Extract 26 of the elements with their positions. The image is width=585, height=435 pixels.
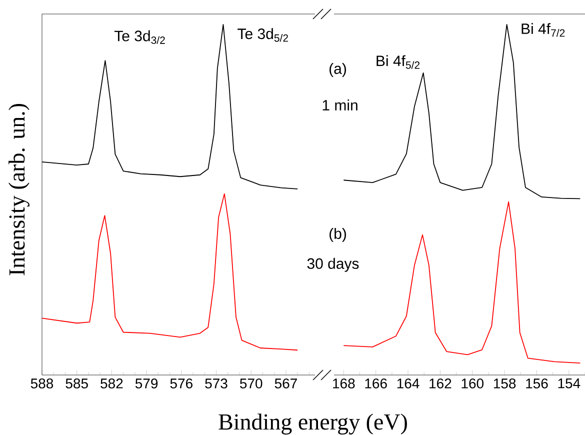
x-tick-label: 585 [66,378,88,388]
x-tick-label: 168 [333,378,355,388]
x-tick-label: 154 [558,378,580,388]
x-tick-label: 158 [494,378,516,388]
annotation: Bi 4f$_{7/2}$ [522,23,565,37]
x-tick-label: 579 [135,378,158,388]
annotation: (a) [330,62,346,77]
annotation: 30 days [307,258,359,272]
x-tick-label: 164 [397,378,420,388]
annotation: 1 min [322,100,358,110]
x-tick-label: 160 [462,378,484,388]
x-tick-label: 588 [30,378,54,388]
x-tick-label: 570 [240,378,262,388]
annotation: (b) [330,228,346,242]
x-tick-label: 156 [526,378,548,388]
x-tick-label: 166 [365,378,387,388]
x-tick-label: 567 [274,378,297,388]
annotation: Bi 4f$_{5/2}$ [376,55,420,69]
annotation: Te 3d$_{3/2}$ [114,30,165,44]
x-axis-title: Binding energy (eV) [218,414,407,434]
y-axis-title: Intensity (arb. un.) [8,104,30,276]
x-tick-label: 162 [430,378,452,388]
x-tick-label: 576 [170,378,192,388]
x-tick-label: 573 [205,378,228,388]
x-tick-label: 582 [100,378,123,388]
annotation: Te 3d$_{5/2}$ [238,28,288,42]
